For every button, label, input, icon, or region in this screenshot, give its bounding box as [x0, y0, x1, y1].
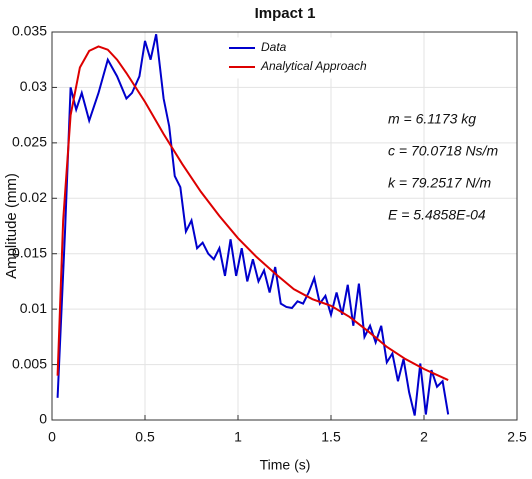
- chart-title: Impact 1: [255, 5, 316, 22]
- legend-label: Data: [261, 40, 287, 54]
- annotation: m = 6.1173 kg: [388, 111, 476, 127]
- axes-box: [51, 31, 518, 421]
- series-line: [56, 45, 449, 382]
- y-axis-label: Amplitude (mm): [3, 173, 20, 279]
- x-tick-label: 0.5: [135, 429, 155, 445]
- x-tick-label: 1.5: [321, 429, 341, 445]
- y-tick-label: 0: [39, 411, 47, 427]
- y-tick-label: 0.025: [12, 134, 47, 150]
- x-tick-label: 0: [48, 429, 56, 445]
- x-axis-label: Time (s): [260, 457, 311, 473]
- y-tick-label: 0.01: [20, 300, 47, 316]
- annotation: k = 79.2517 N/m: [388, 175, 491, 191]
- annotation: E = 5.4858E-04: [388, 207, 486, 223]
- y-tick-label: 0.035: [12, 23, 47, 39]
- plot-area: [52, 32, 517, 420]
- x-tick-label: 2.5: [507, 429, 527, 445]
- y-tick-label: 0.015: [12, 244, 47, 260]
- annotation: c = 70.0718 Ns/m: [388, 143, 498, 159]
- y-tick-label: 0.03: [20, 78, 47, 94]
- x-tick-label: 1: [234, 429, 242, 445]
- legend-label: Analytical Approach: [260, 59, 367, 73]
- y-tick-label: 0.005: [12, 355, 47, 371]
- series-line: [56, 34, 450, 416]
- x-tick-label: 2: [420, 429, 428, 445]
- y-tick-label: 0.02: [20, 189, 47, 205]
- legend-box: [224, 37, 344, 79]
